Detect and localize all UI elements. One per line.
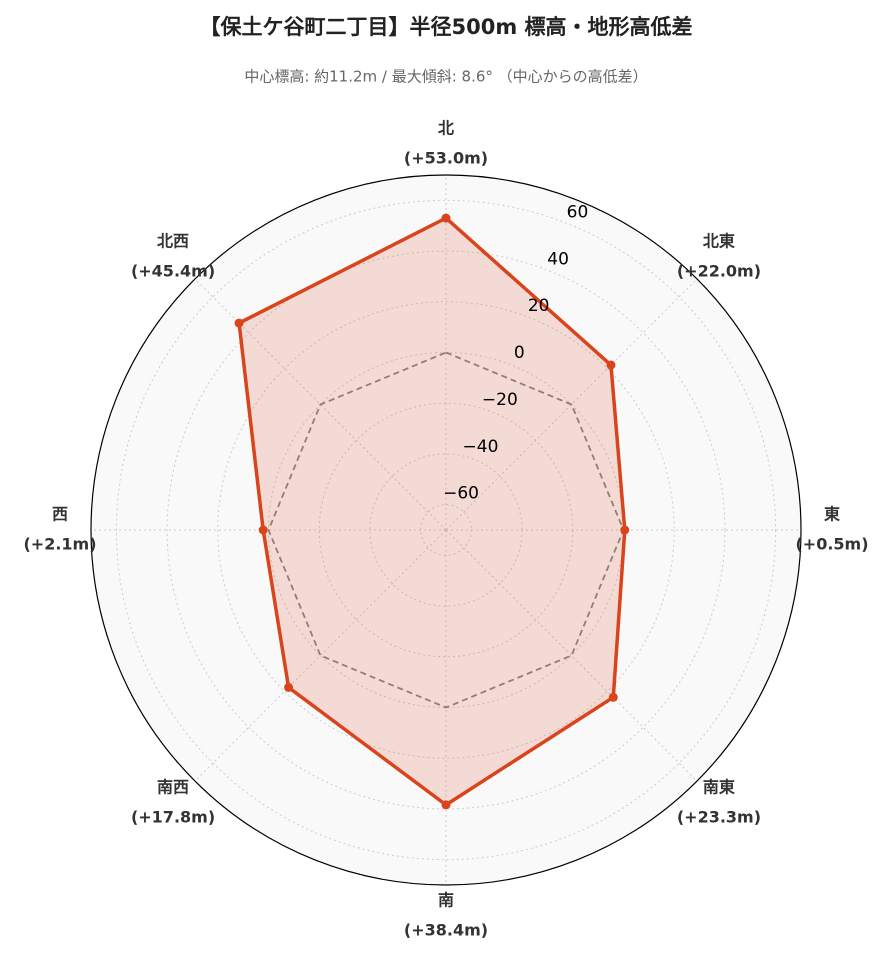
- point: [284, 682, 294, 692]
- r-tick-label: −20: [482, 390, 518, 410]
- value-label: (+53.0m): [404, 149, 488, 168]
- category-label: 南: [438, 891, 454, 910]
- r-tick-label: −40: [463, 437, 499, 457]
- point: [258, 525, 268, 535]
- point: [608, 692, 618, 702]
- category-label: 北西: [157, 232, 189, 251]
- grid-circle: [318, 402, 574, 658]
- spoke: [445, 529, 698, 782]
- value-label: (+2.1m): [23, 535, 96, 554]
- r-tick-label: 0: [514, 343, 525, 363]
- baseline-line: [267, 351, 625, 709]
- category-label: 西: [52, 505, 68, 524]
- value-label: (+38.4m): [404, 921, 488, 940]
- value-label: (+23.3m): [677, 807, 761, 826]
- grid-circle: [166, 250, 726, 810]
- r-tick-label: −60: [443, 484, 479, 504]
- category-label: 南東: [703, 777, 735, 796]
- point: [441, 213, 451, 223]
- category-label: 北東: [703, 232, 735, 251]
- value-label: (+45.4m): [131, 262, 215, 281]
- grid-circle: [217, 301, 675, 759]
- grid-circle: [420, 504, 472, 556]
- r-tick-label: 20: [528, 296, 550, 316]
- spoke: [194, 529, 447, 782]
- grid-circle: [115, 199, 777, 861]
- series-area: [239, 218, 625, 805]
- spoke: [445, 278, 698, 531]
- category-label: 北: [438, 119, 454, 138]
- chart-title: 【保土ケ谷町二丁目】半径500m 標高・地形高低差: [199, 15, 692, 39]
- point: [441, 800, 451, 810]
- category-label: 東: [824, 505, 840, 524]
- point: [234, 318, 244, 328]
- grid-circle: [369, 453, 523, 607]
- r-tick-label: 60: [567, 203, 589, 223]
- point: [606, 360, 616, 370]
- value-label: (+0.5m): [795, 535, 868, 554]
- outer-circle: [90, 174, 802, 886]
- chart-subtitle: 中心標高: 約11.2m / 最大傾斜: 8.6° （中心からの高低差）: [244, 68, 647, 86]
- point: [620, 525, 630, 535]
- category-label: 南西: [157, 777, 189, 796]
- value-label: (+22.0m): [677, 262, 761, 281]
- value-label: (+17.8m): [131, 807, 215, 826]
- r-tick-label: 40: [547, 249, 569, 269]
